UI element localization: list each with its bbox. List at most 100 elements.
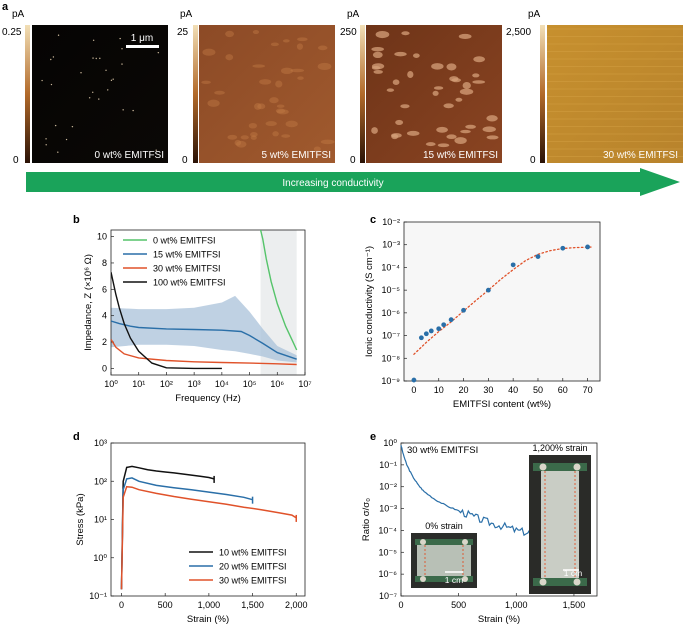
data-point [560, 245, 566, 251]
unit-label-1: pA [180, 9, 193, 20]
afm-texture-dot [107, 89, 109, 91]
afm-texture-grain [296, 43, 303, 50]
data-point [423, 331, 429, 337]
x-tick-label: 1,500 [241, 600, 264, 610]
legend-label-3: 100 wt% EMITFSI [153, 278, 226, 288]
afm-texture-dot [52, 56, 55, 58]
afm-texture-dot [45, 144, 47, 146]
afm-texture-dot [112, 78, 114, 80]
x-tick-label: 10 [434, 385, 444, 395]
series-line-2 [111, 339, 297, 366]
inset-screw [539, 578, 547, 586]
afm-texture-grain [225, 54, 234, 61]
afm-texture-grain [317, 62, 332, 71]
panel-label-b: b [73, 214, 80, 226]
afm-texture-grain [486, 115, 498, 122]
afm-texture-dot [50, 58, 52, 61]
data-point [510, 262, 516, 268]
afm-texture-grain [259, 79, 272, 85]
afm-texture-grain [451, 78, 461, 83]
x-tick-label: 10¹ [132, 379, 145, 389]
legend-label-0: 0 wt% EMITFSI [153, 236, 216, 246]
y-tick-label: 10⁻⁴ [378, 525, 397, 535]
afm-texture-grain [225, 30, 234, 38]
panel-label-e: e [370, 431, 376, 443]
series-line-0 [120, 465, 215, 590]
y-tick-label: 10⁰ [93, 553, 107, 563]
y-tick-label: 10⁻¹ [379, 460, 397, 470]
afm-texture-dot [155, 149, 157, 151]
y-tick-label: 10⁻⁸ [381, 353, 400, 363]
y-tick-label: 10⁻¹ [89, 591, 107, 601]
x-tick-label: 10³ [188, 379, 201, 389]
afm-image-1 [199, 25, 335, 163]
afm-texture-grain [275, 80, 283, 88]
afm-texture-grain [392, 79, 400, 85]
colorbar-0 [25, 25, 30, 163]
inset-screw [462, 576, 468, 582]
chart-conductivity-ratio: 0 500 1,000 1,500 10⁻⁷ 10⁻⁶ 10⁻⁵ 10⁻⁴ 10⁻³ 10⁻² 10… [361, 438, 598, 625]
afm-texture-grain [250, 135, 257, 140]
legend-label-0: 10 wt% EMITFSI [219, 548, 287, 558]
colorbar-top-value-0: 0.25 [2, 27, 22, 38]
afm-texture-dot [92, 57, 94, 59]
inset-clamp-top-0 [415, 539, 473, 545]
legend-label-1: 20 wt% EMITFSI [219, 562, 287, 572]
afm-texture-grain [482, 126, 496, 133]
afm-texture-grain [406, 130, 420, 136]
x-tick-label: 60 [558, 385, 568, 395]
conductivity-arrow [26, 168, 680, 196]
x-tick-label: 30 [483, 385, 493, 395]
series-line-1 [111, 320, 297, 360]
series-line-0 [259, 230, 298, 351]
afm-texture-dot [119, 37, 121, 40]
afm-texture-grain [276, 109, 289, 115]
afm-texture-grain [297, 76, 304, 80]
y-tick-label: 10⁻⁴ [381, 262, 400, 272]
inset-sample-1 [541, 469, 579, 580]
afm-texture-grain [432, 90, 439, 96]
data-point [418, 335, 424, 341]
chart-impedance: 10⁰ 10¹ 10² 10³ 10⁴ 10⁵ 10⁶ 10⁷ 0 2 4 6 8 10 Frequency… [83, 229, 312, 404]
y-tick-label: 2 [102, 337, 107, 347]
x-tick-label: 10⁴ [215, 379, 229, 389]
afm-texture-grain [201, 80, 211, 84]
panel-label-a: a [2, 1, 9, 13]
legend-label-2: 30 wt% EMITFSI [219, 576, 287, 586]
afm-texture-dot [41, 79, 43, 82]
afm-texture-dot [65, 138, 68, 141]
x-tick-label: 50 [533, 385, 543, 395]
data-point [585, 244, 590, 250]
afm-texture-grain [272, 131, 279, 137]
afm-texture-grain [313, 146, 321, 152]
series-line-1 [120, 477, 253, 590]
afm-texture-dot [54, 124, 57, 127]
y-tick-label: 10⁻⁶ [379, 569, 398, 579]
afm-texture-grain [236, 140, 247, 148]
afm-texture-grain [371, 127, 378, 134]
afm-texture-grain [390, 133, 402, 138]
unit-label-3: pA [528, 9, 541, 20]
plot-frame [110, 442, 306, 597]
afm-texture-grain [214, 90, 225, 95]
data-point [461, 307, 466, 313]
afm-texture-grain [446, 63, 457, 71]
data-point [441, 322, 447, 328]
x-tick-label: 500 [451, 600, 466, 610]
afm-texture-grain [473, 56, 485, 63]
afm-texture-dot [92, 91, 94, 93]
afm-texture-dot [98, 98, 100, 100]
series-line-2 [120, 485, 297, 590]
afm-texture-grain [282, 39, 290, 43]
colorbar-bottom-value-3: 0 [530, 155, 536, 166]
afm-texture-grain [462, 82, 471, 90]
x-tick-label: 1,000 [505, 600, 528, 610]
scale-bar-label: 1 μm [131, 33, 153, 44]
x-tick-label: 10⁵ [243, 379, 257, 389]
afm-texture-grain [401, 31, 410, 36]
afm-texture-dot [71, 125, 74, 128]
inset-clamp-top-1 [533, 463, 587, 471]
afm-texture-dot [80, 72, 82, 74]
afm-texture-dot [121, 63, 123, 65]
